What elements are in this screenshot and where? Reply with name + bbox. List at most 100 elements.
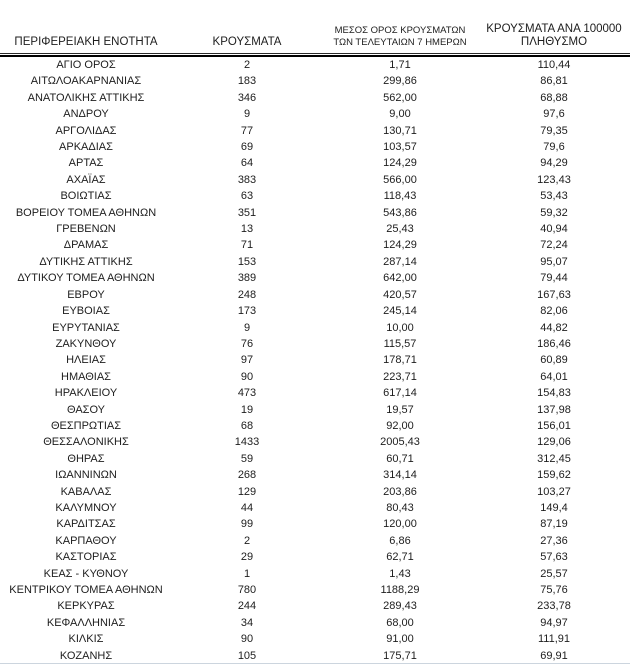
avg-7day-cell: 103,57 xyxy=(383,141,417,154)
per-100k-cell: 94,29 xyxy=(540,157,568,170)
cases-cell: 29 xyxy=(240,551,254,564)
region-cell: ΚΙΛΚΙΣ xyxy=(68,633,104,646)
region-cell: ΔΥΤΙΚΗΣ ΑΤΤΙΚΗΣ xyxy=(39,255,133,268)
region-cell: ΑΡΓΟΛΙΔΑΣ xyxy=(55,124,117,137)
per-100k-cell: 110,44 xyxy=(537,59,571,71)
per-100k-cell: 233,78 xyxy=(537,600,571,613)
avg-7day-cell: 1,71 xyxy=(389,59,411,71)
cases-cell: 129 xyxy=(237,485,257,498)
region-cell: ΚΟΖΑΝΗΣ xyxy=(59,649,113,662)
cases-cell: 389 xyxy=(237,272,257,285)
table-row: ΙΩΑΝΝΙΝΩΝ 268 314,14 159,62 xyxy=(0,467,630,483)
table-row: ΑΡΚΑΔΙΑΣ 69 103,57 79,6 xyxy=(0,139,630,155)
per-100k-cell: 79,6 xyxy=(543,141,565,154)
per-100k-cell: 186,46 xyxy=(537,337,571,350)
per-100k-cell: 154,83 xyxy=(537,387,571,400)
avg-7day-cell: 1,43 xyxy=(389,567,411,580)
col-header-regional-unit-label: ΠΕΡΙΦΕΡΕΙΑΚΗ ΕΝΟΤΗΤΑ xyxy=(14,36,158,48)
table-row: ΑΝΔΡΟΥ 9 9,00 97,6 xyxy=(0,106,630,122)
table-row: ΑΝΑΤΟΛΙΚΗΣ ΑΤΤΙΚΗΣ 346 562,00 68,88 xyxy=(0,90,630,106)
table-row: ΚΑΣΤΟΡΙΑΣ 29 62,71 57,63 xyxy=(0,549,630,565)
table-row: ΕΥΡΥΤΑΝΙΑΣ 9 10,00 44,82 xyxy=(0,320,630,336)
avg-7day-cell: 543,86 xyxy=(383,206,417,219)
table-row: ΒΟΡΕΙΟΥ ΤΟΜΕΑ ΑΘΗΝΩΝ 351 543,86 59,32 xyxy=(0,205,630,221)
cases-cell: 99 xyxy=(240,518,254,531)
avg-7day-cell: 68,00 xyxy=(386,616,414,629)
per-100k-cell: 129,06 xyxy=(537,436,571,449)
avg-7day-cell: 287,14 xyxy=(383,255,417,268)
avg-7day-cell: 115,57 xyxy=(383,337,417,350)
per-100k-cell: 156,01 xyxy=(537,419,571,432)
cases-cell: 9 xyxy=(243,321,251,334)
col-header-per-100k: ΚΡΟΥΣΜΑΤΑ ΑΝΑ 100000 ΠΛΗΘΥΣΜΟ xyxy=(478,0,630,53)
cases-cell: 13 xyxy=(240,223,254,236)
region-cell: ΚΕΑΣ - ΚΥΘΝΟΥ xyxy=(43,567,129,580)
table-row: ΚΕΝΤΡΙΚΟΥ ΤΟΜΕΑ ΑΘΗΝΩΝ 780 1188,29 75,76 xyxy=(0,582,630,598)
cases-cell: 59 xyxy=(240,452,254,465)
cases-cell: 2 xyxy=(243,534,251,547)
col-header-per-100k-line2: ΠΛΗΘΥΣΜΟ xyxy=(520,36,588,48)
avg-7day-cell: 289,43 xyxy=(383,600,417,613)
table-row: ΒΟΙΩΤΙΑΣ 63 118,43 53,43 xyxy=(0,188,630,204)
avg-7day-cell: 6,86 xyxy=(389,534,411,547)
per-100k-cell: 94,97 xyxy=(540,616,568,629)
divider-row xyxy=(0,53,630,57)
cases-cell: 68 xyxy=(240,419,254,432)
avg-7day-cell: 175,71 xyxy=(383,649,417,662)
table-row: ΚΟΖΑΝΗΣ 105 175,71 69,91 xyxy=(0,648,630,664)
table-row: ΚΕΡΚΥΡΑΣ 244 289,43 233,78 xyxy=(0,598,630,614)
region-cell: ΑΡΤΑΣ xyxy=(68,157,104,170)
per-100k-cell: 103,27 xyxy=(537,485,571,498)
cases-cell: 153 xyxy=(237,255,257,268)
table-row: ΑΓΙΟ ΟΡΟΣ 2 1,71 110,44 xyxy=(0,57,630,73)
table-row: ΚΑΡΠΑΘΟΥ 2 6,86 27,36 xyxy=(0,533,630,549)
per-100k-cell: 53,43 xyxy=(540,190,568,203)
divider-gap xyxy=(0,54,630,55)
per-100k-cell: 159,62 xyxy=(537,469,571,482)
cases-cell: 90 xyxy=(240,633,254,646)
region-cell: ΗΜΑΘΙΑΣ xyxy=(61,370,111,383)
cases-cell: 34 xyxy=(240,616,254,629)
col-header-avg-7day-line1: ΜΕΣΟΣ ΟΡΟΣ ΚΡΟΥΣΜΑΤΩΝ xyxy=(334,25,466,36)
region-cell: ΘΗΡΑΣ xyxy=(67,452,105,465)
cases-cell: 2 xyxy=(243,59,251,71)
table-body: ΑΓΙΟ ΟΡΟΣ 2 1,71 110,44 ΑΙΤΩΛΟΑΚΑΡΝΑΝΙΑΣ 183 2… xyxy=(0,57,630,664)
cases-cell: 248 xyxy=(237,288,257,301)
region-cell: ΚΕΝΤΡΙΚΟΥ ΤΟΜΕΑ ΑΘΗΝΩΝ xyxy=(9,584,163,596)
table-row: ΖΑΚΥΝΘΟΥ 76 115,57 186,46 xyxy=(0,336,630,352)
per-100k-cell: 137,98 xyxy=(537,403,571,416)
per-100k-cell: 167,63 xyxy=(537,288,571,301)
col-header-cases: ΚΡΟΥΣΜΑΤΑ xyxy=(172,0,322,53)
avg-7day-cell: 617,14 xyxy=(383,387,417,400)
col-header-per-100k-line1: ΚΡΟΥΣΜΑΤΑ ΑΝΑ 100000 xyxy=(486,23,622,35)
region-cell: ΒΟΙΩΤΙΑΣ xyxy=(60,190,112,203)
table-row: ΔΥΤΙΚΗΣ ΑΤΤΙΚΗΣ 153 287,14 95,07 xyxy=(0,254,630,270)
avg-7day-cell: 203,86 xyxy=(383,485,417,498)
cases-cell: 76 xyxy=(240,337,254,350)
avg-7day-cell: 314,14 xyxy=(383,469,417,482)
region-cell: ΚΑΡΔΙΤΣΑΣ xyxy=(56,518,116,531)
region-cell: ΑΓΙΟ ΟΡΟΣ xyxy=(56,59,116,71)
avg-7day-cell: 124,29 xyxy=(383,239,417,252)
avg-7day-cell: 562,00 xyxy=(383,91,417,104)
region-cell: ΚΑΛΥΜΝΟΥ xyxy=(55,501,117,514)
cases-cell: 64 xyxy=(240,157,254,170)
avg-7day-cell: 2005,43 xyxy=(380,436,420,449)
region-cell: ΘΕΣΣΑΛΟΝΙΚΗΣ xyxy=(43,436,129,449)
per-100k-cell: 69,91 xyxy=(540,649,568,662)
table-row: ΘΗΡΑΣ 59 60,71 312,45 xyxy=(0,451,630,467)
avg-7day-cell: 1188,29 xyxy=(380,584,420,596)
avg-7day-cell: 642,00 xyxy=(383,272,417,285)
region-cell: ΑΝΔΡΟΥ xyxy=(63,108,109,121)
per-100k-cell: 40,94 xyxy=(540,223,568,236)
per-100k-cell: 97,6 xyxy=(543,108,565,121)
col-header-avg-7day: ΜΕΣΟΣ ΟΡΟΣ ΚΡΟΥΣΜΑΤΩΝ ΤΩΝ ΤΕΛΕΥΤΑΙΩΝ 7 Η… xyxy=(322,0,478,53)
table-row: ΓΡΕΒΕΝΩΝ 13 25,43 40,94 xyxy=(0,221,630,237)
table-row: ΗΜΑΘΙΑΣ 90 223,71 64,01 xyxy=(0,369,630,385)
avg-7day-cell: 120,00 xyxy=(383,518,417,531)
avg-7day-cell: 124,29 xyxy=(383,157,417,170)
avg-7day-cell: 245,14 xyxy=(383,305,417,318)
per-100k-cell: 68,88 xyxy=(540,91,568,104)
table-row: ΚΙΛΚΙΣ 90 91,00 111,91 xyxy=(0,631,630,647)
